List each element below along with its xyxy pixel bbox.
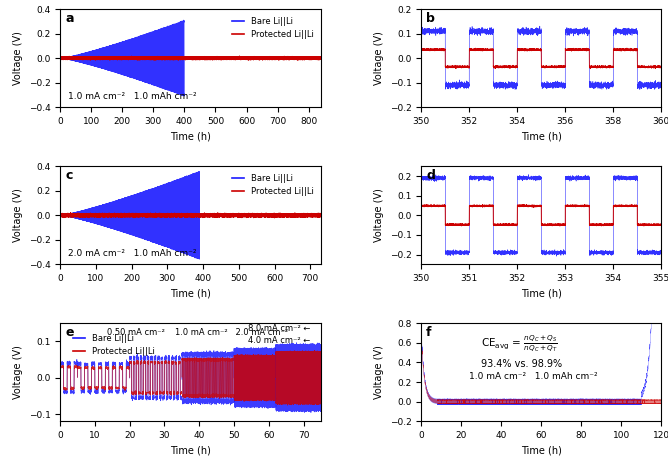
Y-axis label: Voltage (V): Voltage (V) bbox=[374, 31, 384, 85]
Y-axis label: Voltage (V): Voltage (V) bbox=[13, 345, 23, 399]
X-axis label: Time (h): Time (h) bbox=[521, 446, 562, 456]
Legend: Bare Li||Li, Protected Li||Li: Bare Li||Li, Protected Li||Li bbox=[228, 170, 317, 199]
Y-axis label: Voltage (V): Voltage (V) bbox=[13, 31, 23, 85]
Text: 1.0 mA cm⁻²   1.0 mAh cm⁻²: 1.0 mA cm⁻² 1.0 mAh cm⁻² bbox=[469, 372, 598, 382]
Text: 0.50 mA cm⁻²: 0.50 mA cm⁻² bbox=[107, 328, 165, 337]
Legend: Bare Li||Li, Protected Li||Li: Bare Li||Li, Protected Li||Li bbox=[69, 330, 158, 359]
X-axis label: Time (h): Time (h) bbox=[170, 131, 211, 142]
X-axis label: Time (h): Time (h) bbox=[521, 289, 562, 299]
Text: 1.0 mA cm⁻²   1.0 mAh cm⁻²: 1.0 mA cm⁻² 1.0 mAh cm⁻² bbox=[68, 93, 196, 102]
Text: b: b bbox=[426, 12, 435, 25]
Y-axis label: Voltage (V): Voltage (V) bbox=[374, 188, 384, 242]
X-axis label: Time (h): Time (h) bbox=[170, 289, 211, 299]
Y-axis label: Voltage (V): Voltage (V) bbox=[374, 345, 384, 399]
Text: a: a bbox=[65, 12, 74, 25]
Text: 4.0 mA cm⁻² ←: 4.0 mA cm⁻² ← bbox=[248, 336, 310, 345]
Text: 93.4% vs. 98.9%: 93.4% vs. 98.9% bbox=[481, 359, 562, 369]
Text: $\mathrm{CE_{avg}}$ = $\frac{nQ_C+Q_S}{nQ_C+Q_T}$: $\mathrm{CE_{avg}}$ = $\frac{nQ_C+Q_S}{n… bbox=[481, 333, 558, 354]
Text: d: d bbox=[426, 169, 435, 182]
Text: 8.0 mA cm⁻² ←: 8.0 mA cm⁻² ← bbox=[248, 324, 311, 333]
Text: 2.0 mA cm⁻²   1.0 mAh cm⁻²: 2.0 mA cm⁻² 1.0 mAh cm⁻² bbox=[68, 250, 196, 258]
Text: c: c bbox=[65, 169, 73, 182]
Text: e: e bbox=[65, 326, 74, 339]
Text: f: f bbox=[426, 326, 432, 339]
Legend: Bare Li||Li, Protected Li||Li: Bare Li||Li, Protected Li||Li bbox=[228, 13, 317, 42]
Y-axis label: Voltage (V): Voltage (V) bbox=[13, 188, 23, 242]
Text: 1.0 mA cm⁻²   2.0 mA cm⁻²: 1.0 mA cm⁻² 2.0 mA cm⁻² bbox=[175, 328, 288, 337]
X-axis label: Time (h): Time (h) bbox=[521, 131, 562, 142]
X-axis label: Time (h): Time (h) bbox=[170, 446, 211, 456]
